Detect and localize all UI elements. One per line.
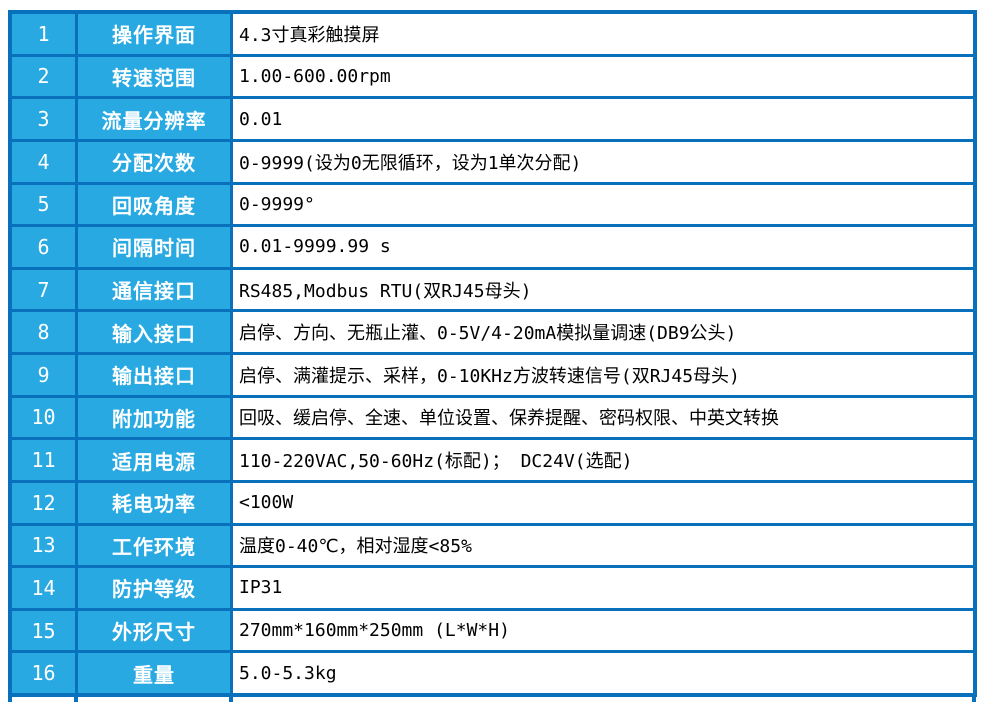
row-value-cell: 110-220VAC,50-60Hz(标配)； DC24V(选配) (233, 440, 973, 480)
row-label-cell: 通信接口 (78, 269, 230, 310)
row-number-cell: 3 (12, 99, 75, 139)
row-label-cell: 分配次数 (78, 141, 230, 182)
row-number-cell: 6 (12, 227, 75, 267)
row-label-cell: 适用电源 (78, 440, 230, 480)
row-value-cell: 0.01-9999.99 s (233, 227, 973, 267)
row-number-cell: 7 (12, 269, 75, 310)
row-label-cell: 操作界面 (78, 14, 230, 54)
row-label-cell: 重量 (78, 653, 230, 693)
row-number-cell: 4 (12, 141, 75, 182)
row-value-cell: 0-9999(设为0无限循环，设为1单次分配) (233, 141, 973, 182)
row-label-cell: 输出接口 (78, 355, 230, 395)
row-value-cell: 回吸、缓启停、全速、单位设置、保养提醒、密码权限、中英文转换 (233, 397, 973, 438)
row-label-cell: 间隔时间 (78, 227, 230, 267)
row-value-cell: IP31 (233, 568, 973, 608)
row-label-cell: 输入接口 (78, 312, 230, 352)
row-label-cell: 转速范围 (78, 56, 230, 97)
spec-table: 1 操作界面 4.3寸真彩触摸屏 2 转速范围 1.00-600.00rpm 3… (8, 10, 977, 697)
row-label-cell: 耗电功率 (78, 482, 230, 523)
row-number-cell: 5 (12, 184, 75, 225)
row-number-cell: 2 (12, 56, 75, 97)
row-value-cell: 4.3寸真彩触摸屏 (233, 14, 973, 54)
row-value-cell: RS485,Modbus RTU(双RJ45母头) (233, 269, 973, 310)
row-value-cell: <100W (233, 482, 973, 523)
row-label-cell: 附加功能 (78, 397, 230, 438)
row-value-cell: 1.00-600.00rpm (233, 56, 973, 97)
row-value-cell: 温度0-40℃，相对湿度<85% (233, 525, 973, 566)
row-label-cell: 回吸角度 (78, 184, 230, 225)
row-number-cell: 8 (12, 312, 75, 352)
row-number-cell: 9 (12, 355, 75, 395)
table-grid-tail (74, 697, 78, 702)
row-label-cell: 外形尺寸 (78, 610, 230, 651)
row-label-cell: 防护等级 (78, 568, 230, 608)
row-number-cell: 14 (12, 568, 75, 608)
row-number-cell: 16 (12, 653, 75, 693)
row-value-cell: 270mm*160mm*250mm (L*W*H) (233, 610, 973, 651)
row-value-cell: 5.0-5.3kg (233, 653, 973, 693)
row-value-cell: 0-9999° (233, 184, 973, 225)
table-grid-tail (8, 697, 12, 702)
row-label-cell: 工作环境 (78, 525, 230, 566)
row-label-cell: 流量分辨率 (78, 99, 230, 139)
table-grid-tail (972, 697, 976, 702)
row-value-cell: 0.01 (233, 99, 973, 139)
row-value-cell: 启停、方向、无瓶止灌、0-5V/4-20mA模拟量调速(DB9公头) (233, 312, 973, 352)
row-number-cell: 12 (12, 482, 75, 523)
table-grid-tail (229, 697, 233, 702)
row-value-cell: 启停、满灌提示、采样，0-10KHz方波转速信号(双RJ45母头) (233, 355, 973, 395)
row-number-cell: 11 (12, 440, 75, 480)
row-number-cell: 1 (12, 14, 75, 54)
row-number-cell: 15 (12, 610, 75, 651)
row-number-cell: 10 (12, 397, 75, 438)
row-number-cell: 13 (12, 525, 75, 566)
